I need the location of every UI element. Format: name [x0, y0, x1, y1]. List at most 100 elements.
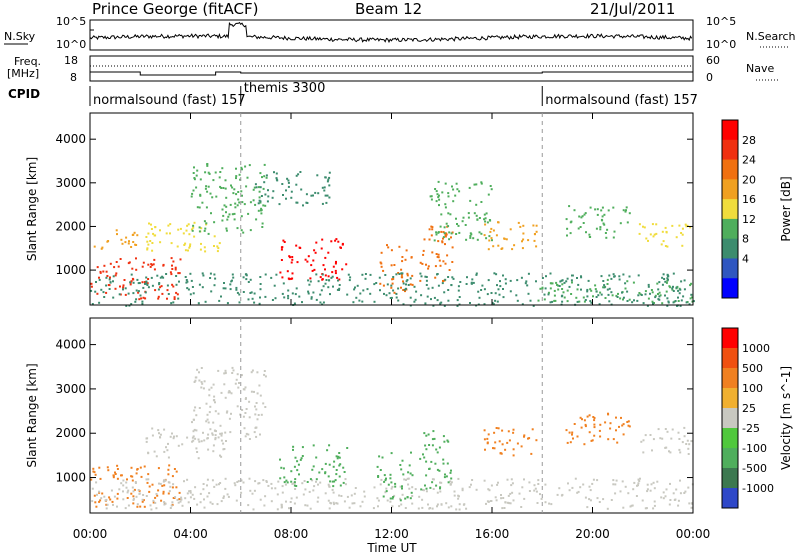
- data-cell: [206, 190, 209, 193]
- data-cell: [657, 428, 660, 431]
- data-cell: [529, 299, 532, 302]
- data-cell: [284, 483, 287, 486]
- data-cell: [285, 479, 288, 482]
- data-cell: [441, 241, 444, 244]
- data-cell: [425, 448, 428, 451]
- data-cell: [300, 188, 303, 191]
- data-cell: [688, 502, 691, 505]
- data-cell: [512, 454, 515, 457]
- data-cell: [207, 185, 210, 188]
- data-cell: [259, 200, 262, 203]
- data-cell: [677, 431, 680, 434]
- data-cell: [319, 293, 322, 296]
- power-data: [90, 163, 695, 307]
- data-cell: [235, 378, 238, 381]
- data-cell: [677, 296, 679, 299]
- data-cell: [430, 195, 433, 198]
- data-cell: [445, 232, 448, 235]
- data-cell: [172, 483, 175, 486]
- colorbar-tick-label: 500: [742, 362, 763, 375]
- data-cell: [183, 480, 185, 483]
- data-cell: [198, 226, 201, 229]
- data-cell: [120, 482, 123, 485]
- data-cell: [201, 382, 204, 385]
- data-cell: [494, 292, 497, 295]
- data-cell: [667, 278, 669, 281]
- data-cell: [96, 493, 98, 496]
- data-cell: [563, 296, 566, 299]
- data-cell: [141, 302, 144, 305]
- data-cell: [438, 259, 441, 262]
- data-cell: [325, 201, 328, 204]
- data-cell: [584, 299, 587, 301]
- colorbar-tick-label: 100: [742, 382, 763, 395]
- data-cell: [241, 409, 244, 411]
- data-cell: [484, 223, 487, 226]
- data-cell: [224, 287, 227, 290]
- data-cell: [209, 428, 212, 431]
- data-cell: [547, 291, 550, 294]
- data-cell: [665, 290, 668, 293]
- data-cell: [452, 188, 455, 191]
- data-cell: [484, 217, 487, 220]
- data-cell: [663, 278, 666, 280]
- data-cell: [262, 187, 265, 190]
- data-cell: [391, 485, 394, 488]
- data-cell: [112, 280, 114, 283]
- data-cell: [683, 435, 686, 438]
- data-cell: [309, 478, 312, 481]
- data-cell: [485, 237, 488, 240]
- data-cell: [189, 245, 191, 248]
- data-cell: [550, 503, 553, 506]
- data-cell: [181, 504, 184, 507]
- data-cell: [191, 440, 194, 443]
- data-cell: [490, 188, 493, 191]
- data-cell: [544, 483, 547, 486]
- data-cell: [122, 498, 125, 501]
- data-cell: [537, 479, 540, 482]
- data-cell: [324, 462, 327, 465]
- data-cell: [135, 289, 138, 292]
- data-cell: [490, 500, 493, 502]
- data-cell: [112, 503, 114, 506]
- data-cell: [626, 290, 629, 293]
- data-cell: [287, 181, 290, 184]
- data-cell: [124, 507, 127, 510]
- data-cell: [433, 296, 436, 299]
- data-cell: [635, 495, 638, 497]
- data-cell: [431, 478, 434, 481]
- data-cell: [204, 300, 207, 303]
- data-cell: [651, 449, 653, 452]
- data-cell: [137, 489, 140, 491]
- data-cell: [446, 254, 449, 257]
- data-cell: [395, 296, 398, 299]
- data-cell: [253, 489, 256, 492]
- data-cell: [451, 185, 453, 188]
- data-cell: [613, 230, 616, 233]
- data-cell: [662, 497, 665, 500]
- data-cell: [478, 217, 481, 219]
- data-cell: [186, 224, 189, 227]
- data-cell: [436, 468, 439, 471]
- data-cell: [136, 278, 139, 281]
- data-cell: [640, 440, 643, 443]
- data-cell: [130, 273, 133, 276]
- data-cell: [509, 228, 512, 231]
- data-cell: [523, 478, 525, 481]
- data-cell: [214, 171, 217, 174]
- data-cell: [126, 497, 129, 499]
- data-cell: [219, 424, 222, 427]
- data-cell: [329, 293, 331, 296]
- data-cell: [208, 492, 211, 495]
- data-cell: [137, 282, 140, 285]
- data-cell: [202, 431, 204, 434]
- data-cell: [217, 369, 220, 372]
- data-cell: [651, 300, 654, 303]
- data-cell: [425, 460, 428, 463]
- data-cell: [116, 477, 119, 480]
- data-cell: [444, 278, 447, 281]
- data-cell: [173, 435, 175, 438]
- data-cell: [321, 202, 324, 205]
- data-cell: [681, 233, 684, 236]
- data-cell: [679, 451, 682, 454]
